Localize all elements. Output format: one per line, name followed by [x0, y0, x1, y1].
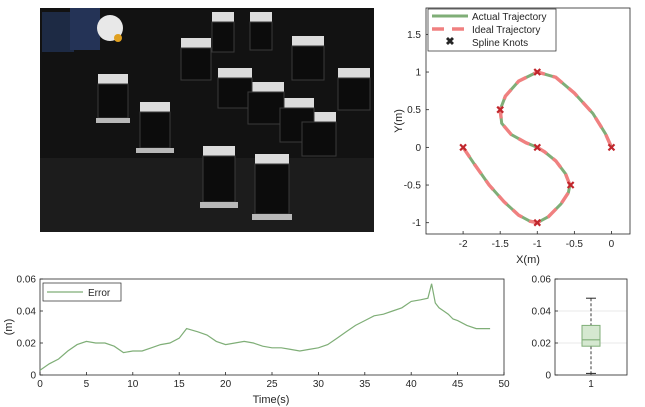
boxplot-ytick-label: 0	[545, 371, 551, 382]
spline-knot-marker	[566, 181, 575, 189]
error-legend: Error	[42, 282, 122, 302]
trajectory-xtick-label: -1	[533, 239, 542, 250]
spline-knot-marker	[533, 218, 542, 227]
boxplot-box	[581, 324, 601, 347]
trajectory-xtick-label: -1.5	[492, 239, 510, 250]
trajectory-plot-area	[425, 7, 631, 235]
error-xtick-label: 50	[498, 379, 510, 390]
trajectory-ytick-label: 1	[415, 68, 421, 79]
robot-swarm-photo	[40, 8, 374, 232]
trajectory-ytick-label: 0.5	[407, 105, 421, 116]
legend-knots-label: Spline Knots	[472, 38, 528, 49]
legend-ideal-label: Ideal Trajectory	[472, 25, 540, 36]
boxplot-xtick-label: 1	[588, 379, 594, 390]
boxplot-ytick-label: 0.02	[532, 339, 552, 350]
boxplot-plot-area	[554, 278, 628, 376]
error-ytick-label: 0.04	[17, 307, 37, 318]
error-ytick-label: 0.06	[17, 275, 37, 286]
error-xtick-label: 40	[406, 379, 418, 390]
spline-knot-marker	[533, 68, 542, 76]
error-xtick-label: 45	[452, 379, 464, 390]
boxplot-ytick-label: 0.04	[532, 307, 552, 318]
trajectory-xlabel: X(m)	[516, 254, 540, 266]
error-xtick-label: 30	[313, 379, 325, 390]
trajectory-ytick-label: -0.5	[404, 181, 422, 192]
trajectory-ytick-label: 1.5	[407, 30, 421, 41]
ideal-trajectory-line	[461, 70, 614, 225]
error-series-line	[39, 283, 491, 371]
error-xtick-label: 15	[174, 379, 186, 390]
error-plot-area	[39, 278, 505, 376]
error-ylabel: (m)	[3, 319, 15, 336]
error-ytick-label: 0	[30, 371, 36, 382]
error-xtick-label: 35	[359, 379, 371, 390]
trajectory-xtick-label: -0.5	[566, 239, 584, 250]
error-xtick-label: 5	[84, 379, 90, 390]
trajectory-xtick-label: -2	[459, 239, 468, 250]
error-xlabel: Time(s)	[253, 394, 290, 406]
error-xtick-label: 20	[220, 379, 232, 390]
error-xtick-label: 0	[37, 379, 43, 390]
trajectory-ytick-label: -1	[412, 218, 421, 229]
trajectory-ylabel: Y(m)	[393, 109, 405, 133]
trajectory-legend: Actual Trajectory Ideal Trajectory ✖ Spl…	[427, 8, 557, 52]
legend-actual-label: Actual Trajectory	[472, 12, 546, 23]
spline-knot-marker	[459, 143, 467, 152]
error-xtick-label: 25	[266, 379, 278, 390]
spline-knot-marker	[496, 105, 504, 114]
error-xtick-label: 10	[127, 379, 139, 390]
trajectory-xtick-label: 0	[609, 239, 615, 250]
legend-knots-swatch: ✖	[445, 36, 454, 48]
boxplot-ytick-label: 0.06	[532, 275, 552, 286]
legend-error-label: Error	[88, 288, 111, 299]
trajectory-ytick-label: 0	[415, 143, 421, 154]
error-ytick-label: 0.02	[17, 339, 37, 350]
spline-knot-marker	[533, 143, 542, 152]
spline-knot-marker	[607, 143, 616, 152]
